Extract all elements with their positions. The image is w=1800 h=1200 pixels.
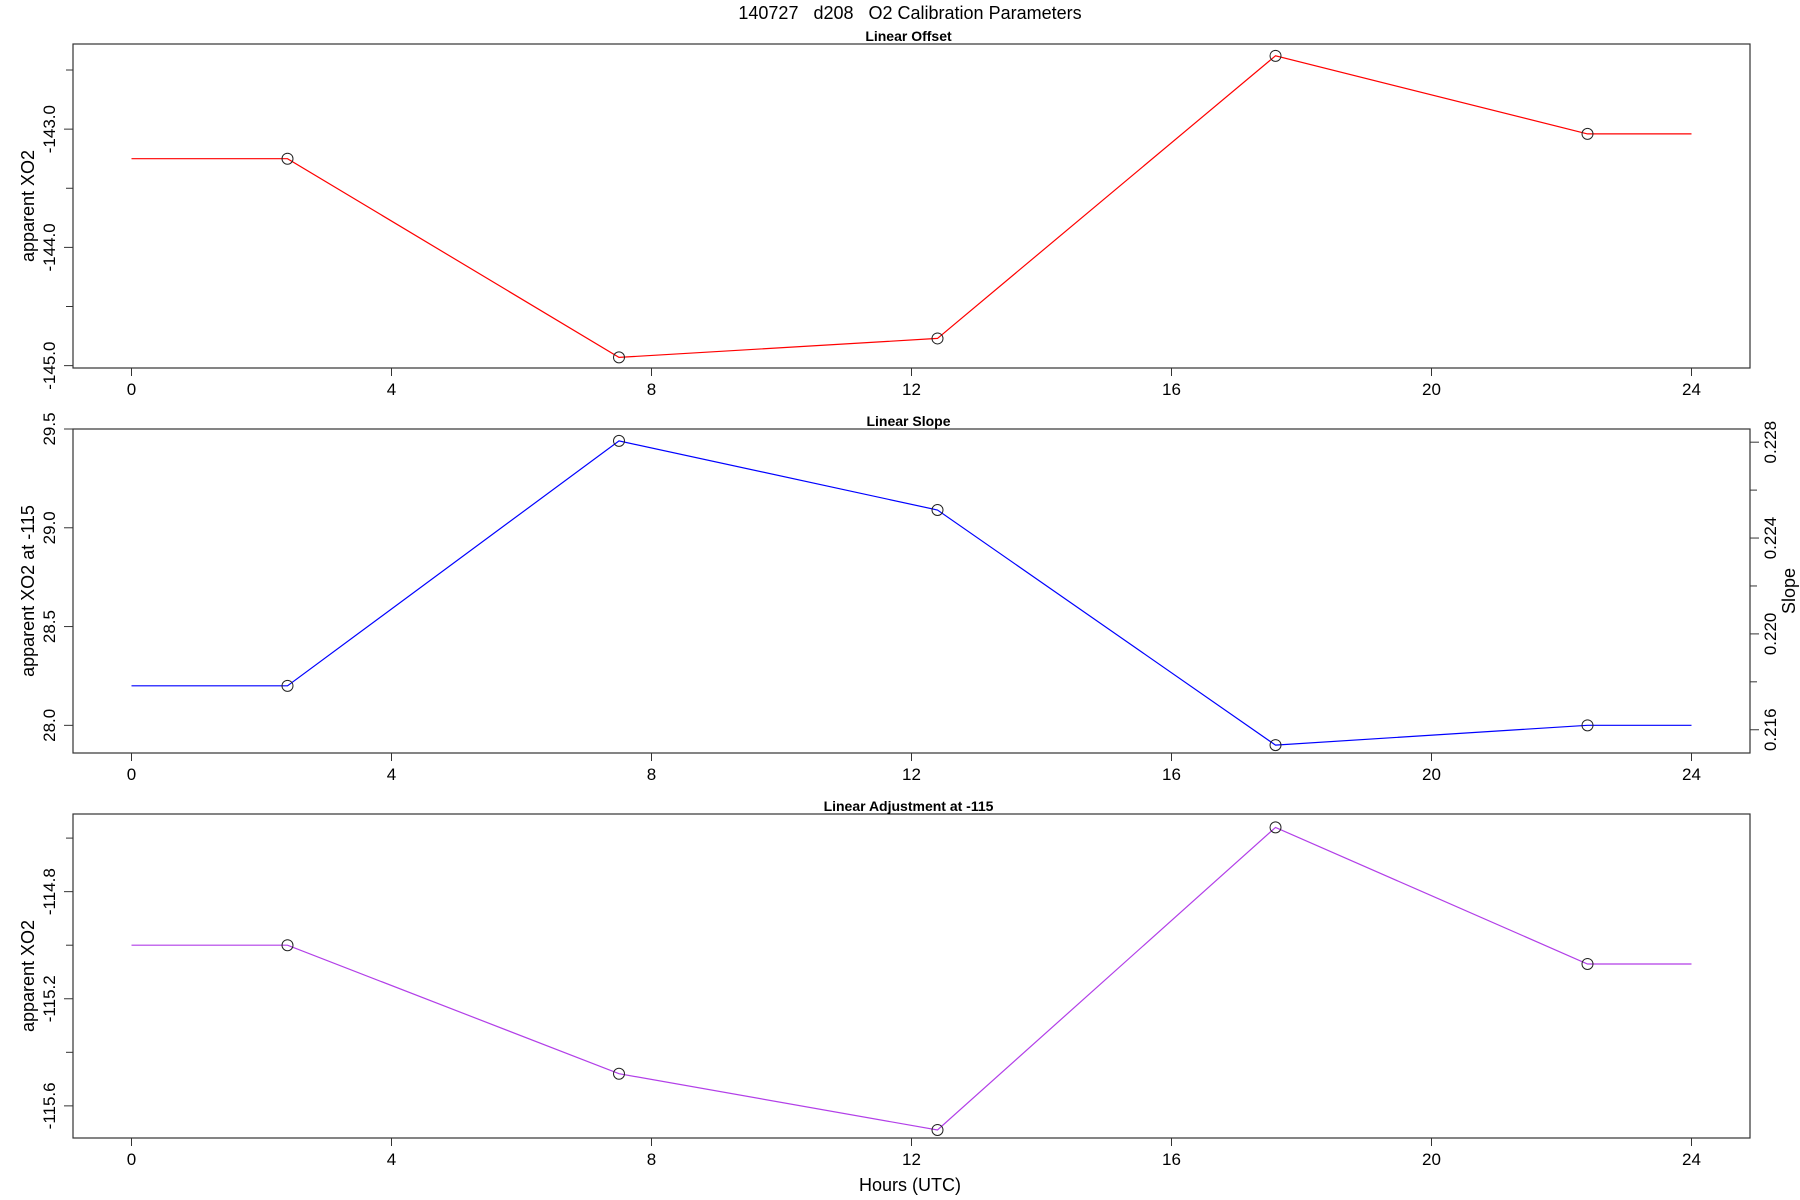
data-point	[1581, 719, 1594, 732]
panel-1: Linear Offset 0 4 8 12 16 20 24 -143.0 -144.0 -145…	[18, 28, 1751, 399]
y-tick-label: -115.6	[40, 1082, 59, 1129]
y-tick-label: -114.8	[40, 868, 59, 915]
x-tick-label: 20	[1422, 1150, 1441, 1169]
panel-3: Linear Adjustment at -115 0 4 8 12 16 20 24 -114…	[18, 798, 1751, 1169]
panel-title: Linear Slope	[866, 413, 950, 429]
panel-title: Linear Adjustment at -115	[824, 798, 994, 814]
panel-2: Linear Slope 0 4 8 12 16 20 24 28.0 28.5 29.0 29.5 a…	[18, 412, 1799, 784]
x-tick-label: 24	[1682, 1150, 1701, 1169]
x-tick-label: 8	[647, 1150, 656, 1169]
x-tick-label: 4	[387, 380, 396, 399]
right-y-axis-label: Slope	[1779, 568, 1799, 614]
x-tick-label: 24	[1682, 380, 1701, 399]
x-tick-label: 16	[1162, 380, 1181, 399]
x-tick-label: 0	[127, 1150, 136, 1169]
x-tick-label: 20	[1422, 380, 1441, 399]
x-axis-label: Hours (UTC)	[859, 1175, 961, 1195]
data-point	[1269, 821, 1282, 834]
series-line	[131, 826, 1692, 1131]
y-axis-label: apparent XO2	[18, 150, 38, 262]
y-axis-label: apparent XO2	[18, 920, 38, 1032]
x-tick-label: 20	[1422, 765, 1441, 784]
panel-title: Linear Offset	[865, 28, 952, 44]
right-y-tick-label: 0.228	[1761, 421, 1780, 464]
x-tick-label: 16	[1162, 765, 1181, 784]
y-tick-label: -143.0	[40, 105, 59, 153]
y-tick-label: -115.2	[40, 975, 59, 1022]
series-line	[131, 55, 1692, 359]
y-tick-label: 29.5	[40, 412, 59, 445]
right-y-tick-label: 0.220	[1761, 613, 1780, 656]
x-tick-label: 0	[127, 380, 136, 399]
data-point	[1269, 739, 1282, 752]
x-tick-label: 4	[387, 765, 396, 784]
data-point	[281, 679, 294, 692]
y-tick-label: 28.5	[40, 610, 59, 643]
data-point	[1269, 49, 1282, 62]
x-tick-label: 16	[1162, 1150, 1181, 1169]
right-y-tick-label: 0.224	[1761, 517, 1780, 560]
x-tick-label: 24	[1682, 765, 1701, 784]
data-point	[931, 504, 944, 516]
y-axis-label: apparent XO2 at -115	[18, 505, 38, 677]
x-tick-label: 8	[647, 380, 656, 399]
data-point	[931, 1123, 944, 1136]
x-tick-label: 8	[647, 765, 656, 784]
data-point	[613, 1067, 625, 1080]
y-tick-label: 28.0	[40, 709, 59, 742]
panels-group: Linear Offset 0 4 8 12 16 20 24 -143.0 -144.0 -145…	[18, 28, 1799, 1169]
data-point	[281, 939, 294, 952]
right-y-tick-label: 0.216	[1761, 708, 1780, 751]
series-line	[131, 440, 1692, 746]
data-point	[281, 152, 294, 165]
data-point	[931, 332, 944, 345]
data-point	[1581, 957, 1594, 970]
figure-title: 140727 d208 O2 Calibration Parameters	[738, 3, 1081, 23]
data-point	[1581, 127, 1594, 140]
x-tick-label: 4	[387, 1150, 396, 1169]
x-tick-label: 12	[902, 765, 921, 784]
y-tick-label: -145.0	[40, 342, 59, 390]
x-tick-label: 0	[127, 765, 136, 784]
y-tick-label: -144.0	[40, 223, 59, 271]
x-tick-label: 12	[902, 1150, 921, 1169]
y-tick-label: 29.0	[40, 511, 59, 544]
data-point	[613, 351, 625, 364]
x-tick-label: 12	[902, 380, 921, 399]
data-point	[613, 434, 625, 447]
